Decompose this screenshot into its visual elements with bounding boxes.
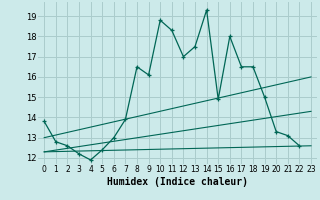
X-axis label: Humidex (Indice chaleur): Humidex (Indice chaleur) [107, 177, 248, 187]
